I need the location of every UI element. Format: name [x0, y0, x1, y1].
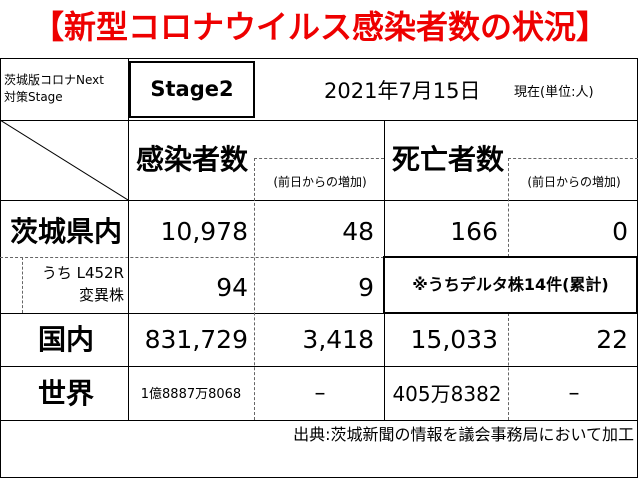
header-diagonal — [0, 120, 128, 200]
variant-label-line2: 変異株 — [78, 286, 124, 304]
stage-value-box — [129, 61, 255, 118]
line-below-variant — [0, 313, 638, 314]
variant-infected-change: 9 — [358, 273, 374, 302]
row-label-world: 世界 — [37, 377, 94, 410]
header-infected: 感染者数 — [136, 143, 249, 176]
dashed-variant-label-left — [22, 257, 23, 313]
stage-label: 茨城版コロナNext 対策Stage — [4, 72, 128, 106]
row-label-variant: うち L452R 変異株 — [24, 262, 124, 306]
dashed-col-deaths-change — [508, 158, 509, 257]
dashed-header-infected — [254, 158, 384, 159]
stage-label-line1: 茨城版コロナNext — [4, 73, 104, 87]
line-below-header — [0, 200, 638, 201]
variant-label-line1: うち L452R — [41, 264, 124, 282]
ibaraki-deaths-change: 0 — [612, 217, 628, 246]
line-below-stage — [0, 120, 638, 121]
line-below-national — [0, 366, 638, 367]
line-below-world — [0, 420, 638, 421]
line-right-of-stage-label — [128, 58, 129, 120]
ibaraki-infected-change: 48 — [342, 217, 374, 246]
dashed-ibaraki-variant — [0, 257, 384, 258]
row-label-ibaraki: 茨城県内 — [9, 215, 122, 248]
unit-label: 現在(単位:人) — [514, 85, 594, 100]
dashed-header-deaths — [508, 158, 638, 159]
header-infected-change: (前日からの増加) — [273, 175, 367, 189]
page-title: 【新型コロナウイルス感染者数の状況】 — [31, 8, 608, 46]
variant-infected: 94 — [216, 273, 248, 302]
dashed-col-infected-change — [254, 158, 255, 420]
row-label-national: 国内 — [37, 323, 94, 356]
national-infected-change: 3,418 — [302, 325, 374, 354]
ibaraki-infected: 10,978 — [160, 217, 248, 246]
national-deaths: 15,033 — [410, 325, 498, 354]
header-deaths-change: (前日からの増加) — [527, 175, 621, 189]
national-deaths-change: 22 — [596, 325, 628, 354]
delta-note-box — [383, 256, 638, 314]
world-infected: 1億8887万8068 — [140, 387, 242, 402]
stage-label-line2: 対策Stage — [4, 90, 63, 104]
world-infected-change: – — [314, 381, 326, 406]
source-note: 出典:茨城新聞の情報を議会事務局において加工 — [293, 425, 634, 444]
national-infected: 831,729 — [144, 325, 248, 354]
delta-note: ※うちデルタ株14件(累計) — [412, 275, 609, 294]
report-date: 2021年7月15日 — [324, 79, 481, 103]
world-deaths-change: – — [568, 381, 580, 406]
ibaraki-deaths: 166 — [450, 217, 498, 246]
world-deaths: 405万8382 — [392, 382, 502, 406]
header-deaths: 死亡者数 — [392, 143, 505, 176]
stage-value: Stage2 — [150, 77, 234, 101]
line-col-label — [128, 120, 129, 420]
dashed-col-deaths-change-lower — [508, 313, 509, 420]
